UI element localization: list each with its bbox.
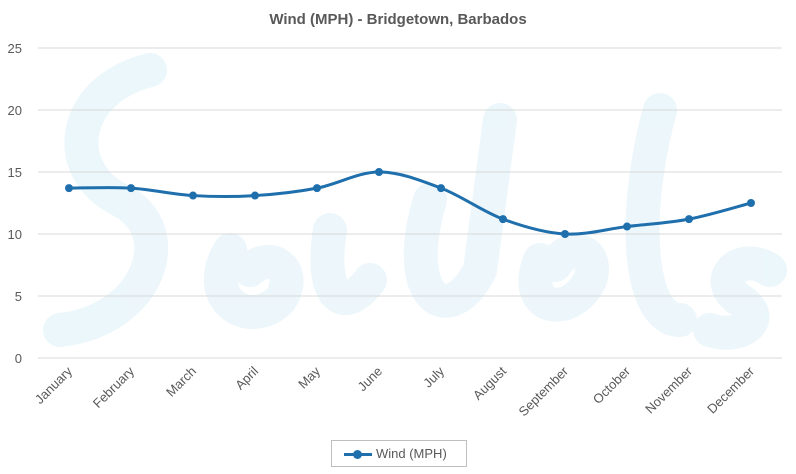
x-tick-label: March [163, 364, 199, 400]
x-tick-label: July [420, 363, 447, 390]
x-tick-label: January [32, 363, 76, 407]
data-point-august [499, 215, 507, 224]
data-point-july [437, 184, 445, 193]
y-tick-label: 0 [15, 351, 22, 366]
data-point-may [313, 184, 321, 193]
x-tick-label: August [470, 363, 509, 402]
x-tick-label: February [90, 363, 138, 411]
data-point-march [189, 191, 197, 200]
x-tick-label: September [516, 363, 572, 419]
watermark-graphic [43, 53, 787, 350]
data-point-november [685, 215, 693, 224]
y-tick-label: 5 [15, 289, 22, 304]
data-point-june [375, 168, 383, 176]
y-tick-label: 10 [8, 227, 22, 242]
y-tick-label: 25 [8, 41, 22, 56]
x-tick-label: April [232, 363, 261, 392]
data-point-december [747, 199, 755, 207]
chart-title: Wind (MPH) - Bridgetown, Barbados [269, 11, 526, 28]
data-point-october [623, 222, 631, 231]
x-tick-label: December [704, 363, 757, 416]
y-axis-ticks: 0 5 10 15 20 25 [8, 41, 22, 366]
legend-marker [353, 450, 362, 459]
data-point-february [127, 184, 135, 193]
y-tick-label: 15 [8, 165, 22, 180]
data-point-april [251, 191, 259, 200]
x-tick-label: June [355, 364, 386, 395]
x-axis-ticks: January February March April May June July Augu… [32, 363, 758, 419]
x-tick-label: May [295, 363, 323, 391]
legend-label: Wind (MPH) [376, 446, 447, 461]
grid-lines [38, 47, 782, 359]
y-tick-label: 20 [8, 103, 22, 118]
x-tick-label: October [590, 363, 634, 407]
data-point-january [65, 184, 73, 193]
series-wind [65, 168, 755, 238]
data-point-september [561, 230, 569, 238]
legend: Wind (MPH) [331, 440, 467, 467]
x-tick-label: November [642, 363, 695, 416]
